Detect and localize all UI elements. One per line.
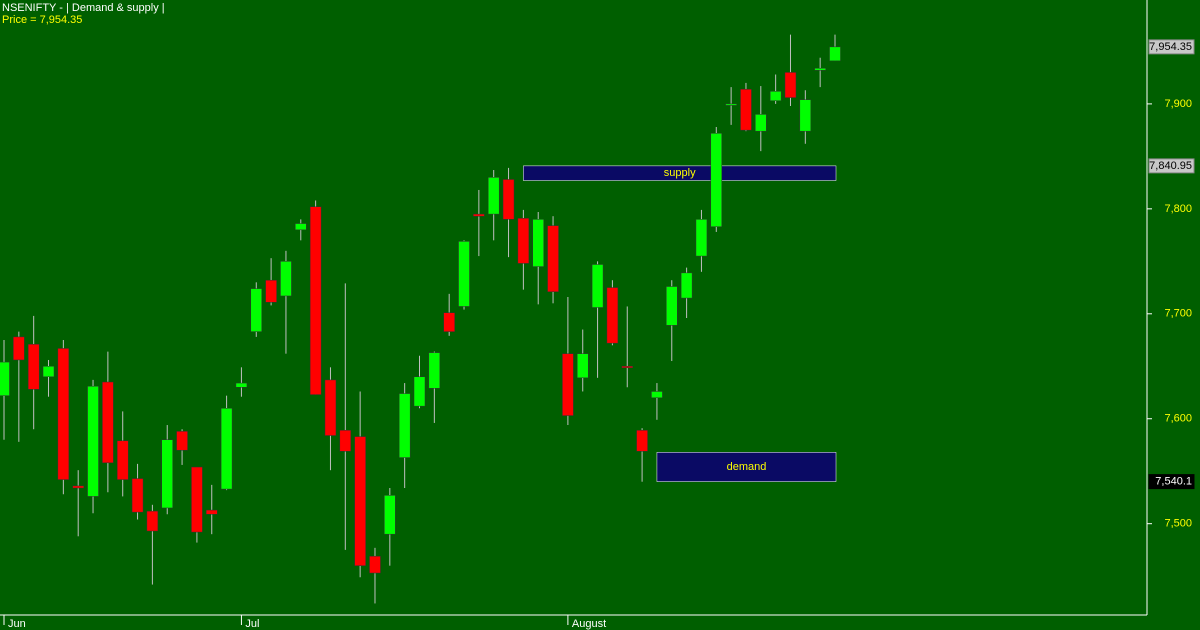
candle-body xyxy=(354,436,366,566)
candle-body xyxy=(487,177,500,215)
x-tick-label: August xyxy=(572,618,606,630)
y-tick-label: 7,700 xyxy=(1164,308,1192,320)
candle-body xyxy=(784,72,797,98)
price-marker-label: 7,840.95 xyxy=(1149,160,1192,172)
candle-body xyxy=(280,261,292,297)
price-marker xyxy=(1148,474,1195,490)
candle-body xyxy=(369,555,381,574)
candle-body xyxy=(636,430,648,452)
candle-body xyxy=(206,509,218,515)
candle-body xyxy=(591,264,604,308)
price-marker xyxy=(1148,39,1195,55)
candle-body xyxy=(576,353,589,379)
y-tick-label: 7,900 xyxy=(1164,98,1192,110)
candle-body xyxy=(220,408,233,490)
price-marker-label: 7,540.1 xyxy=(1155,476,1192,488)
candle-body xyxy=(102,381,114,464)
candle-body xyxy=(87,385,99,497)
candle-body xyxy=(295,223,307,231)
candle-body xyxy=(621,366,633,369)
candle-body xyxy=(384,495,396,535)
candle-body xyxy=(131,478,144,513)
candle-body xyxy=(27,343,40,390)
zone xyxy=(523,165,837,181)
candle-body xyxy=(473,213,485,217)
candle-body xyxy=(710,133,723,227)
candle-body xyxy=(651,391,663,399)
candle-body xyxy=(428,352,441,389)
candle-body xyxy=(443,312,455,332)
candle-body xyxy=(191,466,203,533)
candle-body xyxy=(265,279,277,303)
candle-body xyxy=(725,103,737,106)
chart-title: NSENIFTY - | Demand & supply | xyxy=(2,2,165,14)
candle-body xyxy=(413,376,426,407)
candle-body xyxy=(398,393,411,458)
candle-body xyxy=(250,288,263,332)
candle-body xyxy=(814,67,826,71)
candle-body xyxy=(339,430,352,452)
candle-body xyxy=(799,99,812,132)
candle-body xyxy=(0,361,10,396)
candle-body xyxy=(755,114,767,132)
candle-body xyxy=(562,353,574,416)
chart-subtitle: Price = 7,954.35 xyxy=(2,14,82,26)
y-tick-label: 7,600 xyxy=(1164,413,1192,425)
y-tick-label: 7,800 xyxy=(1164,203,1192,215)
candle-body xyxy=(740,88,752,131)
candle-body xyxy=(116,440,129,480)
candle-body xyxy=(161,439,173,509)
candle-body xyxy=(235,382,248,388)
price-marker-label: 7,954.35 xyxy=(1149,41,1192,53)
candle-body xyxy=(532,219,544,267)
candle-body xyxy=(769,91,782,102)
candle-body xyxy=(57,348,70,480)
candle-body xyxy=(324,379,337,436)
zone xyxy=(656,452,837,482)
candle-body xyxy=(829,46,841,62)
candle-body xyxy=(606,287,619,344)
candle-body xyxy=(458,241,470,307)
candle-body xyxy=(517,218,530,264)
candle-body xyxy=(547,225,559,293)
candle-body xyxy=(176,431,188,451)
candle-body xyxy=(680,272,693,299)
price-marker xyxy=(1148,158,1195,174)
candle-body xyxy=(13,336,25,361)
y-tick-label: 7,500 xyxy=(1164,518,1192,530)
x-tick-label: Jul xyxy=(245,618,259,630)
candle-body xyxy=(42,366,55,378)
candle-body xyxy=(695,219,708,257)
candle-body xyxy=(502,179,515,220)
candle-body xyxy=(72,485,84,489)
zone-label: demand xyxy=(727,461,767,473)
candle-body xyxy=(146,510,159,532)
zone-label: supply xyxy=(664,167,696,179)
x-tick-label: Jun xyxy=(8,618,26,630)
candle-body xyxy=(666,286,678,326)
candle-body xyxy=(309,206,322,395)
